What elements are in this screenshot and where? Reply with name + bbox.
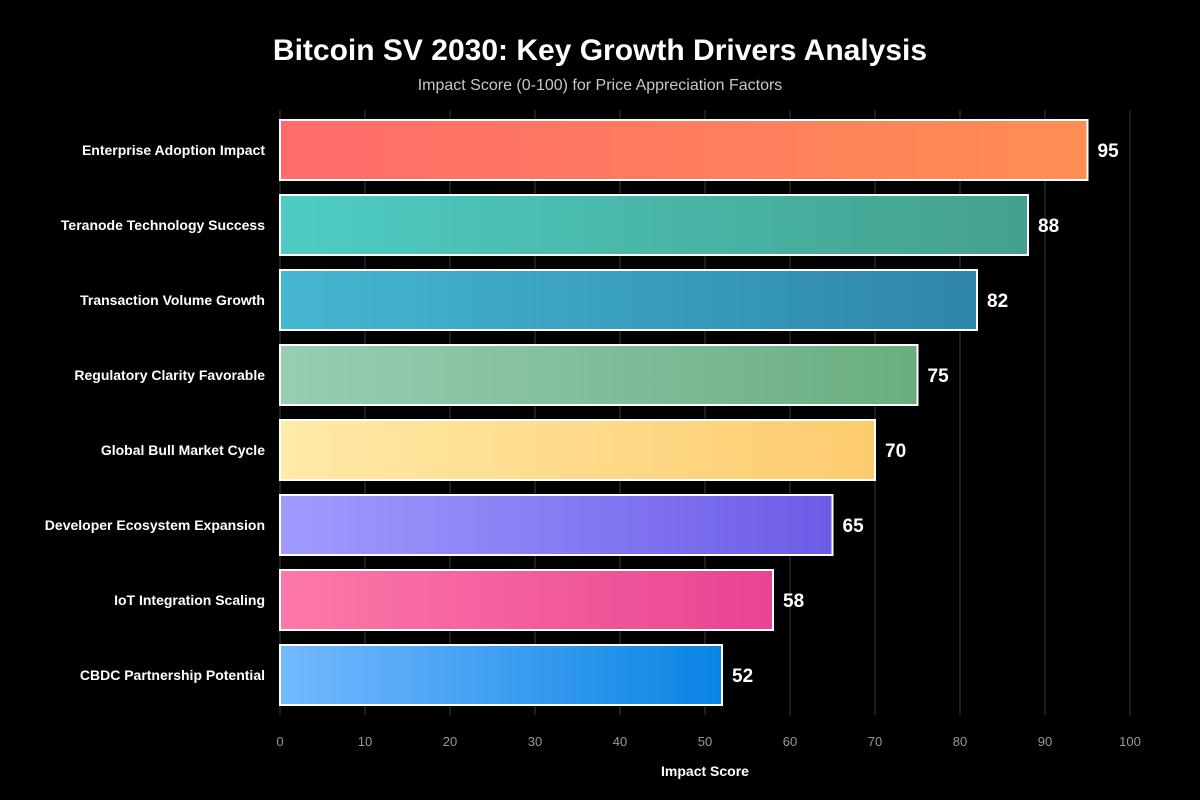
bar <box>279 419 876 481</box>
category-label: Teranode Technology Success <box>61 217 265 233</box>
x-tick-label: 30 <box>528 734 542 749</box>
category-label: Transaction Volume Growth <box>80 292 265 308</box>
x-tick-label: 80 <box>953 734 967 749</box>
x-tick-label: 60 <box>783 734 797 749</box>
x-axis-ticks: 0 10 20 30 40 50 60 70 80 90 100 <box>276 734 1140 749</box>
chart-subtitle: Impact Score (0-100) for Price Appreciat… <box>418 77 783 94</box>
category-label: CBDC Partnership Potential <box>80 667 265 683</box>
x-tick-label: 40 <box>613 734 627 749</box>
bar <box>279 569 774 631</box>
data-label: 95 <box>1098 141 1120 162</box>
category-label: Regulatory Clarity Favorable <box>74 367 265 383</box>
bar <box>279 119 1089 181</box>
bar <box>279 494 834 556</box>
chart-title: Bitcoin SV 2030: Key Growth Drivers Anal… <box>273 34 927 67</box>
bar <box>279 344 919 406</box>
bars: 95 88 82 75 70 65 58 52 <box>279 119 1120 706</box>
data-label: 52 <box>732 666 753 687</box>
y-axis-labels: Enterprise Adoption Impact Teranode Techn… <box>45 142 266 683</box>
data-label: 75 <box>928 366 950 387</box>
x-tick-label: 70 <box>868 734 882 749</box>
x-tick-label: 0 <box>276 734 283 749</box>
bar <box>279 269 978 331</box>
category-label: Enterprise Adoption Impact <box>82 142 265 158</box>
data-label: 70 <box>885 441 906 462</box>
data-label: 82 <box>987 291 1008 312</box>
data-label: 65 <box>843 516 865 537</box>
bar <box>279 194 1029 256</box>
x-tick-label: 20 <box>443 734 457 749</box>
x-tick-label: 10 <box>358 734 372 749</box>
data-label: 58 <box>783 591 804 612</box>
category-label: Developer Ecosystem Expansion <box>45 517 265 533</box>
bar <box>279 644 723 706</box>
x-axis-label: Impact Score <box>661 763 749 779</box>
data-label: 88 <box>1038 216 1059 237</box>
x-tick-label: 90 <box>1038 734 1052 749</box>
x-tick-label: 50 <box>698 734 712 749</box>
category-label: Global Bull Market Cycle <box>101 442 265 458</box>
category-label: IoT Integration Scaling <box>114 592 265 608</box>
x-tick-label: 100 <box>1119 734 1141 749</box>
